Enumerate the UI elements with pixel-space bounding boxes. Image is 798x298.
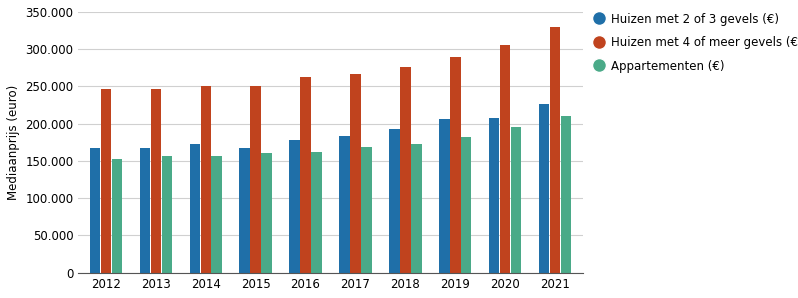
Bar xyxy=(151,89,161,272)
Bar xyxy=(439,119,449,272)
Bar xyxy=(511,127,521,272)
Bar xyxy=(112,159,122,272)
Legend: Huizen met 2 of 3 gevels (€), Huizen met 4 of meer gevels (€), Appartementen (€): Huizen met 2 of 3 gevels (€), Huizen met… xyxy=(594,13,798,73)
Bar xyxy=(461,137,472,272)
Bar xyxy=(489,118,500,272)
Bar xyxy=(561,116,571,272)
Y-axis label: Mediaanprijs (euro): Mediaanprijs (euro) xyxy=(7,85,20,200)
Bar xyxy=(339,136,350,272)
Bar xyxy=(361,147,372,272)
Bar xyxy=(411,144,421,272)
Bar xyxy=(161,156,172,272)
Bar xyxy=(500,45,511,272)
Bar xyxy=(190,145,200,272)
Bar xyxy=(101,89,111,272)
Bar xyxy=(539,103,549,272)
Bar xyxy=(290,140,300,272)
Bar xyxy=(140,148,150,272)
Bar xyxy=(239,148,250,272)
Bar xyxy=(400,67,411,272)
Bar xyxy=(450,57,460,272)
Bar xyxy=(211,156,222,272)
Bar xyxy=(300,77,310,272)
Bar xyxy=(311,152,322,272)
Bar xyxy=(262,153,272,272)
Bar xyxy=(550,27,560,272)
Bar xyxy=(389,129,400,272)
Bar xyxy=(350,74,361,272)
Bar xyxy=(251,86,261,272)
Bar xyxy=(200,86,211,272)
Bar xyxy=(89,148,101,272)
